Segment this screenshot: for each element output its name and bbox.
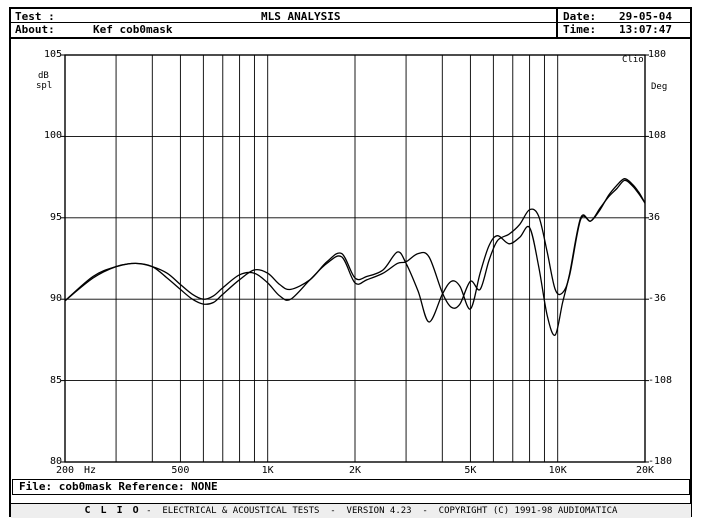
date-label: Date: xyxy=(563,10,597,23)
x-tick-label: 2K xyxy=(348,465,362,476)
header-row-divider-right xyxy=(556,22,690,23)
y2-tick-label: 108 xyxy=(648,130,667,142)
about-value: Kef cob0mask xyxy=(93,23,173,36)
y2-tick-label: -36 xyxy=(648,293,667,305)
y2-tick-label: 36 xyxy=(648,211,661,223)
y-tick-label: 85 xyxy=(49,374,62,386)
y2-tick-label: -108 xyxy=(648,374,673,386)
x-tick-label: 20K xyxy=(635,465,655,476)
analysis-window: Test : MLS ANALYSIS About: Kef cob0mask … xyxy=(9,7,692,517)
y-tick-label: 95 xyxy=(49,211,62,223)
header-bar: Test : MLS ANALYSIS About: Kef cob0mask … xyxy=(11,9,690,39)
footer-brand: C L I O xyxy=(84,505,141,516)
chart-title: MLS ANALYSIS xyxy=(261,10,341,23)
chart-grid xyxy=(61,54,649,463)
y-tick-label: 80 xyxy=(49,456,62,467)
x-tick-label: 1K xyxy=(261,465,274,476)
clio-mark: Clio xyxy=(622,55,644,65)
y-tick-label: 100 xyxy=(43,130,62,142)
test-label: Test : xyxy=(15,10,55,23)
left-unit-bottom: spl xyxy=(36,81,53,91)
x-tick-label: 200 xyxy=(55,465,75,476)
y2-tick-label: -180 xyxy=(648,456,673,467)
footer-bar: C L I O - ELECTRICAL & ACOUSTICAL TESTS … xyxy=(11,503,691,518)
left-unit-top: dB xyxy=(38,71,49,81)
file-info-bar: File: cob0mask Reference: NONE xyxy=(12,479,690,495)
series-line-2 xyxy=(64,178,646,309)
hz-label: Hz xyxy=(84,465,97,476)
plot-border xyxy=(64,54,646,463)
about-label: About: xyxy=(15,23,55,36)
x-tick-label: 5K xyxy=(464,465,477,476)
footer-text: - ELECTRICAL & ACOUSTICAL TESTS - VERSIO… xyxy=(140,506,618,516)
header-divider xyxy=(556,9,558,37)
header-row-divider xyxy=(11,22,556,23)
x-tick-label: 500 xyxy=(171,465,190,476)
y-tick-label: 105 xyxy=(43,49,62,60)
chart-curves xyxy=(64,178,646,336)
time-value: 13:07:47 xyxy=(619,23,672,36)
right-unit: Deg xyxy=(651,82,668,92)
y-tick-label: 90 xyxy=(49,293,62,305)
time-label: Time: xyxy=(563,23,597,36)
y2-tick-label: 180 xyxy=(648,49,667,60)
date-value: 29-05-04 xyxy=(619,10,672,23)
x-tick-label: 10K xyxy=(548,465,567,476)
